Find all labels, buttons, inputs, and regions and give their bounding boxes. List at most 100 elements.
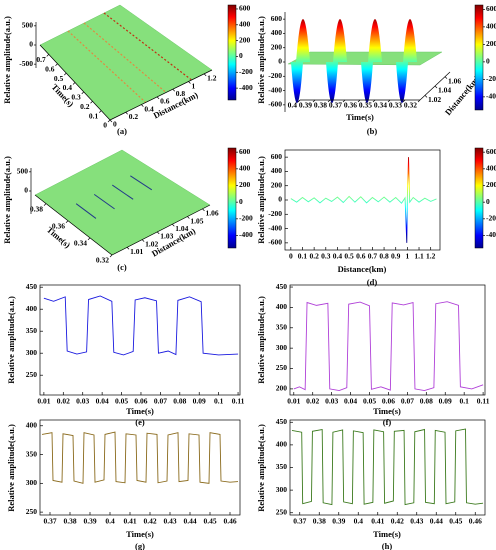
- peak: [368, 19, 382, 62]
- colorbar-tick-label: 400: [239, 164, 251, 173]
- y-tick-label: 0.2: [129, 112, 139, 121]
- x-tick: [387, 99, 391, 103]
- x-tick-label: 0.05: [363, 397, 376, 406]
- surface-ridge: [130, 175, 153, 191]
- panel-label: (c): [117, 262, 127, 272]
- dip: [396, 62, 408, 104]
- x-tick-label: 0.11: [477, 397, 490, 406]
- x-tick-label: 0.46: [469, 517, 482, 526]
- x-axis-title: Time(s): [373, 406, 401, 416]
- y-tick-label: 400: [26, 420, 38, 429]
- surface-ridge: [75, 203, 97, 219]
- x-tick: [90, 101, 93, 104]
- y-tick: [109, 119, 113, 123]
- data-line: [41, 431, 239, 484]
- y-axis-title: Relative amplitude(a.u.): [256, 424, 266, 512]
- y-tick-label: 250: [26, 370, 38, 379]
- x-tick-label: 0.45: [449, 517, 462, 526]
- z-tick-label: -600: [268, 100, 282, 109]
- x-tick: [64, 72, 67, 76]
- z-tick-label: 400: [271, 28, 283, 37]
- x-tick-label: 0.41: [371, 517, 384, 526]
- x-tick-label: 0.6: [45, 64, 55, 73]
- colorbar-tick-label: 400: [486, 22, 496, 31]
- x-tick-label: 0.4: [333, 252, 343, 261]
- y-tick: [156, 96, 160, 100]
- x-tick-label: 0.39: [332, 517, 345, 526]
- x-tick-label: 0.11: [232, 397, 245, 406]
- x-tick-label: 0.38: [63, 517, 76, 526]
- x-tick: [327, 99, 331, 103]
- y-tick-label: 1.02: [145, 239, 158, 248]
- colorbar-tick-label: 0: [486, 57, 490, 66]
- y-tick-label: 300: [26, 478, 38, 487]
- plot-frame: [39, 419, 241, 516]
- colorbar: [474, 4, 484, 111]
- colorbar-tick-label: 0: [486, 197, 490, 206]
- x-tick: [357, 99, 361, 103]
- y-tick-label: 300: [26, 348, 38, 357]
- y-axis-title: Relative amplitude(a.u.): [6, 424, 16, 512]
- x-tick-label: 0.42: [143, 517, 156, 526]
- colorbar-tick-label: 600: [486, 147, 496, 156]
- x-tick: [297, 99, 301, 103]
- dip: [291, 62, 303, 104]
- peak: [403, 19, 417, 62]
- z-tick-label: -400: [268, 85, 282, 94]
- peak: [333, 19, 347, 62]
- x-tick-label: 0.44: [183, 517, 196, 526]
- y-tick-label: 1.01: [130, 247, 143, 256]
- panel-label: (g): [135, 541, 145, 550]
- peak: [296, 19, 310, 62]
- colorbar-tick-label: 200: [486, 39, 496, 48]
- y-tick-label: 350: [276, 462, 288, 471]
- x-tick: [87, 237, 91, 241]
- x-tick-label: 1.2: [426, 252, 436, 261]
- x-tick: [99, 110, 102, 113]
- x-tick-label: 0.02: [306, 397, 319, 406]
- y-tick-label: 350: [26, 449, 38, 458]
- x-tick-label: 0.39: [83, 517, 96, 526]
- y-tick: [434, 85, 438, 89]
- x-axis-title: Time(s): [126, 529, 154, 539]
- x-tick-label: 0.03: [76, 397, 89, 406]
- x-tick-label: 0.39: [299, 101, 312, 110]
- colorbar: [474, 147, 484, 249]
- x-tick: [342, 99, 346, 103]
- x-tick-label: 0.38: [314, 101, 327, 110]
- surface-ridge: [111, 184, 134, 200]
- x-tick: [43, 203, 47, 206]
- y-tick: [125, 112, 128, 115]
- x-tick-label: 0.07: [154, 397, 167, 406]
- x-tick: [55, 63, 58, 66]
- panel-label: (h): [382, 541, 393, 550]
- x-tick-label: 0.01: [287, 397, 300, 406]
- y-tick-label: 0: [113, 120, 117, 129]
- y-tick-label: 0.4: [144, 104, 154, 113]
- x-tick-label: 0.4: [288, 101, 298, 110]
- surface-ridge: [83, 22, 167, 93]
- y-tick: [203, 73, 207, 77]
- colorbar-tick-label: 600: [239, 4, 251, 13]
- x-tick-label: 0.32: [96, 256, 109, 265]
- panel-label: (a): [117, 126, 127, 136]
- surface-ridge: [67, 30, 147, 103]
- data-line: [293, 301, 484, 391]
- x-tick: [81, 91, 84, 95]
- x-tick-label: 0.33: [389, 101, 402, 110]
- x-tick-label: 0.05: [115, 397, 128, 406]
- x-tick-label: 0: [289, 252, 293, 261]
- y-axis-title: Relative amplitude(a.u.): [256, 296, 266, 384]
- x-tick-label: 0.37: [43, 517, 56, 526]
- colorbar-tick-label: 200: [486, 180, 496, 189]
- x-tick-label: 0.45: [203, 517, 216, 526]
- x-tick-label: 0.5: [54, 74, 64, 83]
- x-tick: [109, 254, 113, 258]
- x-tick-label: 0.5: [344, 252, 354, 261]
- colorbar-tick-label: -400: [486, 230, 496, 239]
- colorbar: [227, 4, 237, 101]
- x-tick-label: 0.41: [123, 517, 136, 526]
- x-tick-label: 0.3: [71, 93, 81, 102]
- y-tick-label: 300: [276, 485, 288, 494]
